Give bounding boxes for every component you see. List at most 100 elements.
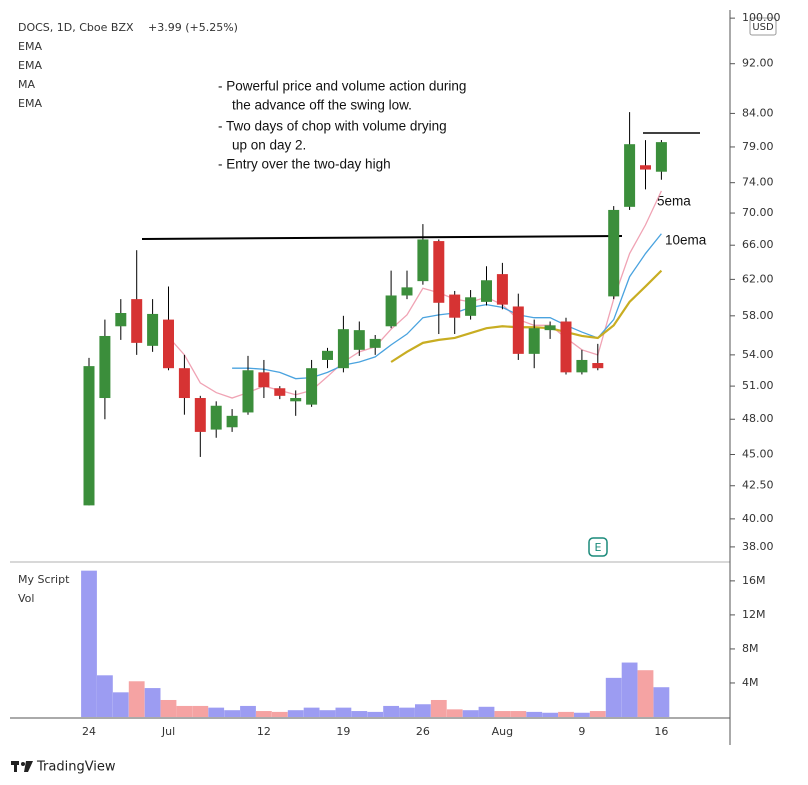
volume-bar [144,688,161,717]
candle-body [544,325,556,331]
candle-body [226,415,238,428]
y-tick-label: 58.00 [742,309,774,322]
candle-body [258,372,270,388]
indicator-line [168,190,662,399]
candle-body [401,287,413,296]
pane-title: My Script [18,573,70,586]
y-tick-label: 12M [742,608,766,621]
volume-bar [399,707,415,717]
x-tick-label: Jul [161,725,175,738]
volume-bar [335,707,352,717]
volume-bar [510,711,527,717]
volume-bar [367,711,384,717]
candle-body [385,295,397,327]
annotation: - Powerful price and volume action durin… [218,79,466,94]
volume-bar [176,705,193,717]
x-tick-label: 16 [654,725,668,738]
y-tick-label: 84.00 [742,106,774,119]
volume-bar [574,712,590,717]
volume-bar [208,707,225,717]
candle-body [369,338,381,348]
volume-bar [97,675,113,717]
y-tick-label: 66.00 [742,238,774,251]
earnings-badge[interactable] [588,537,608,557]
candle-body [178,368,190,399]
candle-body [242,370,254,413]
candle-body [624,144,636,207]
legend-entry: EMA [18,40,42,53]
volume-bar [81,570,97,717]
y-tick-label: 74.00 [742,176,774,189]
volume-bar [478,706,495,717]
volume-bar [256,711,272,717]
candle-body [465,297,477,316]
volume-bar [542,712,558,717]
price-change: +3.99 (+5.25%) [148,21,238,34]
volume-bar [637,670,654,717]
y-tick-label: 38.00 [742,540,774,553]
resistance-line [141,235,623,240]
volume-bar [494,711,511,717]
volume-bar [192,705,209,717]
volume-bar [303,707,320,717]
branding: TradingView [36,760,116,775]
line-label: 10ema [665,233,707,248]
x-tick-label: Aug [492,725,513,738]
annotation: the advance off the swing low. [232,98,412,113]
y-tick-label: 51.00 [742,379,774,392]
candle-body [640,165,651,170]
indicator-line [390,269,663,363]
y-tick-label: 79.00 [742,140,774,153]
candle-body [655,142,667,172]
volume-bar [446,709,463,717]
candle-body [274,388,286,396]
candle-body [290,398,302,402]
volume-bar [128,681,145,717]
y-tick-label: 4M [742,676,759,689]
candle-body [83,366,95,506]
candle-body [353,330,365,350]
indicator-line [232,233,662,380]
currency-box [749,17,777,36]
volume-bar [621,662,638,717]
y-tick-label: 40.00 [742,512,774,525]
candle-body [99,335,111,399]
volume-bar [526,711,543,717]
x-tick-label: 9 [578,725,585,738]
volume-bar [319,710,336,717]
candle-body [306,368,318,405]
volume-bar [605,677,622,717]
volume-bar [589,711,606,717]
candle-body [433,241,445,303]
candle-body [592,363,604,369]
y-tick-label: 16M [742,574,766,587]
candle-body [322,350,333,360]
chart-title: DOCS, 1D, Cboe BZX [18,21,134,34]
candle-body [147,313,159,346]
legend-entry: EMA [18,97,42,110]
candle-body [163,319,174,369]
x-tick-label: 12 [257,725,271,738]
legend-entry: EMA [18,59,42,72]
volume-bar [558,711,574,717]
volume-bar [653,687,670,717]
volume-bar [415,704,431,717]
candle-body [337,329,349,369]
annotation: up on day 2. [232,138,306,153]
candle-body [576,359,588,373]
candle-body [417,239,429,282]
candle-body [608,209,620,297]
volume-bar [430,699,447,717]
y-tick-label: 62.00 [742,272,774,285]
candle-body [512,306,524,354]
annotation: - Two days of chop with volume drying [218,119,447,134]
volume-bar [462,710,479,717]
candle-body [481,280,492,302]
legend-entry: MA [18,78,35,91]
volume-bar [383,705,399,717]
candle-body [449,294,461,318]
volume-bar [112,692,129,717]
currency: USD [752,22,774,33]
pane-subtitle: Vol [18,592,34,605]
